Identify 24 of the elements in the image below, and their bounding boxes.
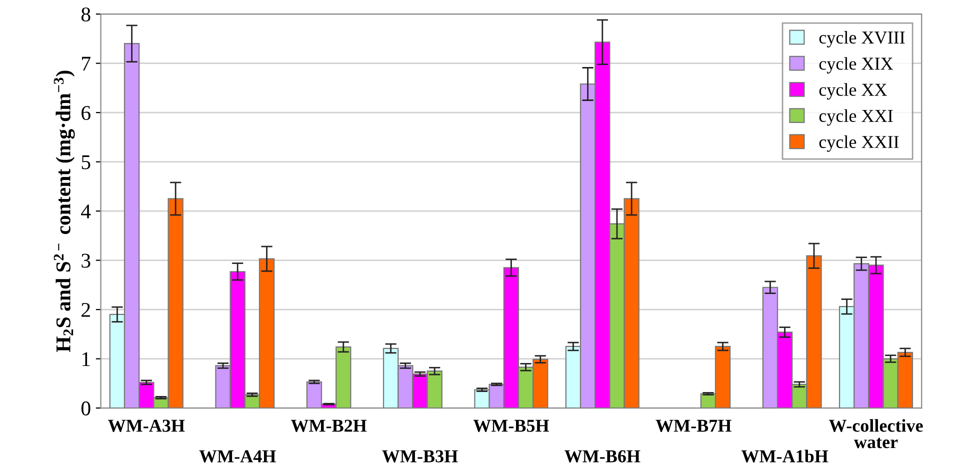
y-tick-label: 1	[82, 352, 90, 366]
legend-label: cycle XIX	[819, 57, 893, 74]
y-tick-label: 3	[82, 254, 90, 268]
y-tick-label: 8	[81, 7, 90, 22]
legend-label: cycle XX	[819, 83, 887, 100]
y-axis-title: H$_{2}$S and S$^{2−}$ content (mg·dm$^{−3}$)	[54, 70, 75, 352]
y-tick-label: 2	[82, 302, 90, 317]
x-tick-label: WM-B3H	[382, 450, 458, 462]
y-tick-label: 6	[82, 106, 90, 120]
x-tick-label: WM-A3H	[108, 420, 185, 432]
x-tick-label: WM-B6H	[564, 450, 640, 462]
y-tick-label: 0	[81, 401, 90, 416]
y-tick-label: 4	[81, 204, 91, 218]
y-tick-label: 5	[82, 155, 90, 170]
x-tick-label: WM-B2H	[290, 420, 367, 432]
x-tick-label: WM-A4H	[199, 450, 276, 462]
x-tick-label: W-collective water	[828, 419, 923, 448]
legend-label: cycle XXII	[819, 135, 899, 152]
x-tick-label: WM-A1bH	[741, 450, 828, 462]
legend-label: cycle XVIII	[819, 30, 905, 48]
x-tick-label: WM-B5H	[473, 420, 550, 432]
legend-label: cycle XXI	[819, 109, 893, 126]
x-tick-label: WM-B7H	[656, 420, 732, 432]
y-tick-label: 7	[82, 56, 90, 71]
